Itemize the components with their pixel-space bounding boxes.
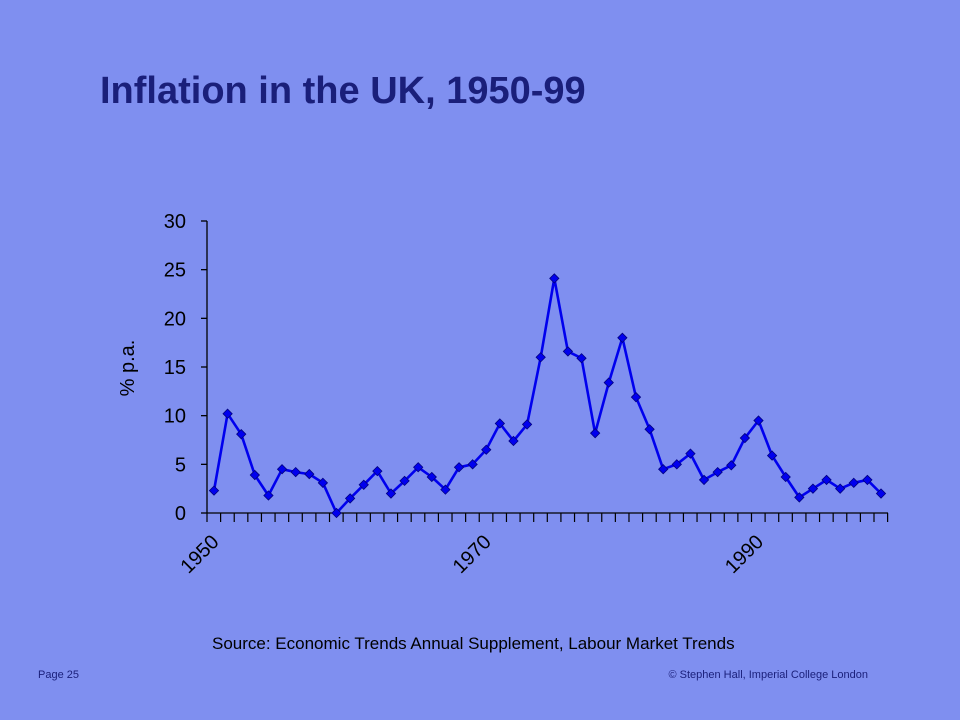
data-point-marker: [848, 477, 859, 488]
x-tick-label: 1970: [449, 531, 496, 578]
data-point-marker: [440, 484, 451, 495]
x-tick-labels: 1950 1970 1990: [177, 531, 769, 578]
data-point-marker: [521, 419, 533, 430]
data-point-marker: [276, 464, 288, 475]
data-point-marker: [413, 462, 424, 473]
y-tick-label: 30: [164, 211, 186, 233]
y-tick-label: 15: [164, 357, 186, 379]
slide-title: Inflation in the UK, 1950-99: [100, 70, 586, 112]
data-point-marker: [358, 479, 369, 490]
data-point-marker: [453, 462, 465, 473]
x-tick-label: 1950: [177, 531, 224, 578]
y-tick-labels: 0 5 10 15 20 25 30: [164, 211, 186, 525]
y-tick-label: 0: [175, 503, 186, 525]
data-point-marker: [739, 432, 751, 444]
data-point-marker: [712, 466, 723, 478]
data-point-marker: [222, 408, 233, 419]
data-point-marker: [875, 488, 887, 499]
data-point-marker: [766, 450, 778, 461]
data-point-marker: [372, 465, 383, 477]
series-markers: [208, 273, 887, 519]
data-point-marker: [208, 485, 220, 496]
data-point-marker: [576, 353, 587, 364]
data-point-marker: [753, 415, 764, 426]
data-point-marker: [698, 474, 710, 486]
y-tick-label: 10: [164, 406, 186, 428]
inflation-line-chart: 0 5 10 15 20 25 30 1950 1970 1990 % p.a.: [117, 211, 889, 578]
data-point-marker: [304, 468, 315, 480]
data-point-marker: [685, 448, 696, 459]
data-point-marker: [726, 460, 737, 471]
data-point-marker: [331, 507, 342, 519]
copyright-notice: © Stephen Hall, Imperial College London: [668, 669, 868, 681]
data-point-marker: [644, 424, 655, 435]
data-point-marker: [426, 471, 437, 483]
chart-axes: [201, 220, 889, 522]
data-point-marker: [834, 483, 846, 494]
data-point-marker: [385, 488, 397, 499]
data-point-marker: [862, 474, 873, 486]
data-point-marker: [549, 273, 560, 284]
data-point-marker: [317, 477, 329, 488]
data-point-marker: [481, 444, 492, 455]
data-point-marker: [494, 418, 506, 429]
data-point-marker: [589, 428, 601, 439]
data-point-marker: [630, 392, 642, 403]
data-point-marker: [671, 459, 682, 470]
y-tick-label: 5: [175, 454, 186, 476]
data-point-marker: [290, 466, 301, 478]
data-point-marker: [467, 459, 478, 470]
source-note: Source: Economic Trends Annual Supplemen…: [212, 634, 735, 653]
data-point-marker: [821, 474, 832, 486]
page-number: Page 25: [38, 669, 79, 681]
y-tick-label: 20: [164, 308, 186, 330]
data-point-marker: [780, 471, 791, 483]
y-tick-label: 25: [164, 260, 186, 282]
data-point-marker: [263, 490, 274, 501]
data-point-marker: [562, 346, 574, 357]
y-axis-label: % p.a.: [117, 340, 139, 397]
data-point-marker: [249, 469, 261, 481]
data-point-marker: [344, 493, 356, 504]
data-point-marker: [794, 492, 805, 503]
x-tick-label: 1990: [721, 531, 768, 578]
data-point-marker: [508, 435, 519, 447]
data-point-marker: [617, 332, 628, 343]
data-point-marker: [658, 464, 669, 475]
series-line: [212, 277, 882, 515]
data-point-marker: [535, 352, 546, 363]
data-point-marker: [603, 377, 614, 388]
data-point-marker: [236, 428, 247, 440]
data-point-marker: [399, 475, 410, 487]
data-point-marker: [807, 483, 819, 494]
